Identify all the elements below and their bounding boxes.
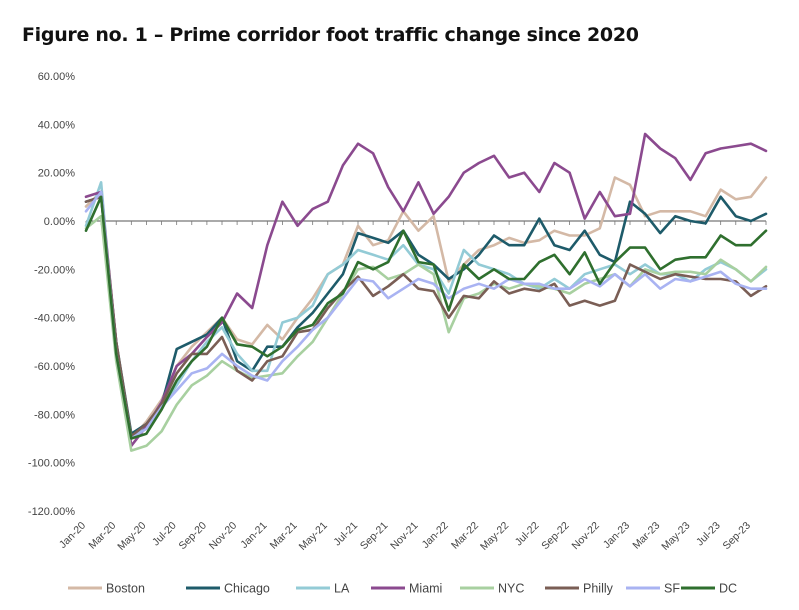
series-line-sf [84, 190, 768, 440]
legend-label: SF [664, 582, 680, 596]
x-tick-label: Mar-21 [268, 520, 300, 552]
chart-title: Figure no. 1 – Prime corridor foot traff… [22, 24, 639, 46]
series-line-miami [84, 132, 768, 448]
legend-label: Philly [583, 582, 614, 596]
x-tick-label: Mar-23 [630, 520, 662, 552]
y-tick-label: 40.00% [38, 119, 76, 131]
y-tick-label: -100.00% [28, 458, 75, 470]
x-tick-label: Nov-20 [207, 520, 240, 553]
x-tick-label: Jan-23 [601, 520, 632, 551]
series-line-boston [84, 176, 768, 440]
x-tick-label: Jul-23 [694, 520, 723, 549]
x-tick-label: May-23 [659, 520, 692, 553]
y-tick-label: -120.00% [28, 506, 75, 518]
series-layer [84, 132, 768, 452]
x-tick-label: Mar-20 [86, 520, 118, 552]
x-tick-label: Jan-22 [420, 520, 451, 551]
series-line-nyc [84, 214, 768, 452]
x-tick-label: May-20 [115, 520, 148, 553]
legend-label: Boston [106, 582, 145, 596]
legend: Boston Chicago LA Miami NYC Philly SF DC [68, 582, 737, 596]
x-tick-label: Sep-22 [539, 520, 572, 553]
y-tick-label: -80.00% [34, 409, 75, 421]
x-tick-label: Jul-21 [331, 520, 360, 549]
y-tick-label: -20.00% [34, 264, 75, 276]
legend-label: NYC [498, 582, 524, 596]
y-tick-label: 0.00% [44, 216, 75, 228]
series-line-la [84, 181, 768, 440]
y-tick-label: 20.00% [38, 168, 76, 180]
x-tick-label: Jul-22 [513, 520, 542, 549]
x-tick-label: Nov-21 [388, 520, 421, 553]
x-tick-label: Jul-20 [150, 520, 179, 549]
x-tick-label: May-21 [297, 520, 330, 553]
series-line-dc [84, 195, 768, 440]
y-tick-label: 60.00% [38, 71, 76, 83]
legend-label: Chicago [224, 582, 270, 596]
legend-label: Miami [409, 582, 442, 596]
x-tick-label: Sep-20 [177, 520, 210, 553]
y-axis: 60.00% 40.00% 20.00% 0.00% -20.00% -40.00% -60… [28, 71, 75, 518]
series-line-philly [84, 195, 768, 438]
x-tick-label: May-22 [478, 520, 511, 553]
x-tick-label: Sep-23 [721, 520, 754, 553]
legend-label: DC [719, 582, 737, 596]
series-line-chicago [84, 195, 768, 436]
y-tick-label: -40.00% [34, 313, 75, 325]
x-tick-label: Jan-21 [238, 520, 269, 551]
x-tick-label: Sep-21 [358, 520, 391, 553]
x-tick-label: Jan-20 [57, 520, 88, 551]
legend-label: LA [334, 582, 350, 596]
y-tick-label: -60.00% [34, 361, 75, 373]
x-tick-label: Mar-22 [449, 520, 481, 552]
x-tick-label: Nov-22 [569, 520, 602, 553]
